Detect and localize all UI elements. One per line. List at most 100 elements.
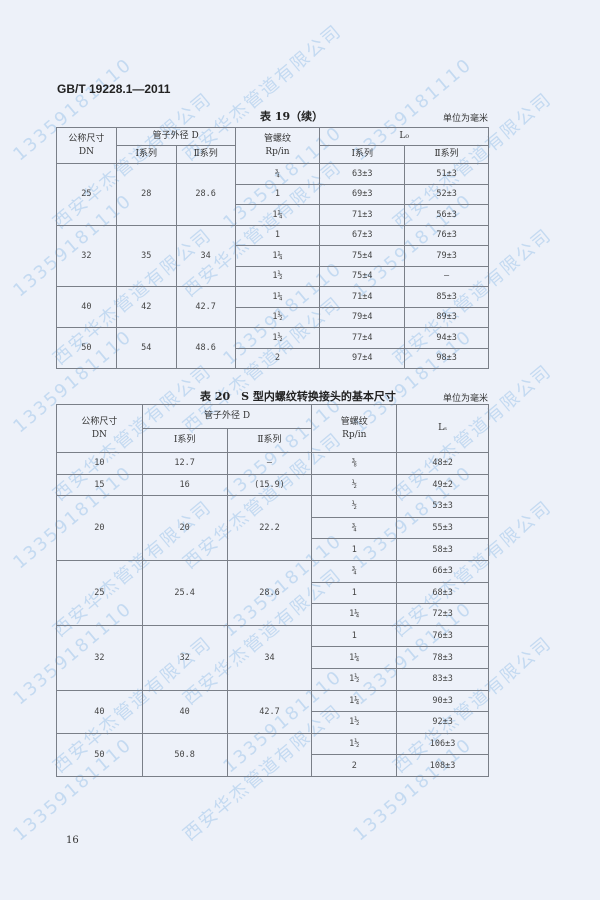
cell-dn: 10 <box>56 452 143 475</box>
table19-title: 表 19（续） <box>260 110 324 123</box>
cell-thread: 1¼ <box>234 245 321 267</box>
cell-length-1: 78±3 <box>396 646 489 669</box>
cell-length-1: 66±3 <box>396 559 489 583</box>
table-row: 15 16 (15.9) ½ 49±2 <box>56 473 489 497</box>
table-row: 20 20 22.2 ½ 53±3 <box>56 495 489 561</box>
cell-length-1: 55±3 <box>396 516 489 540</box>
header-l0-series-2: Ⅱ系列 <box>404 145 489 164</box>
cell-dn: 25 <box>56 559 143 626</box>
header-dn: 公称尺寸 DN <box>56 127 117 164</box>
cell-length-1: 75±4 <box>319 245 406 267</box>
cell-length-2: 98±3 <box>404 347 489 369</box>
cell-dn: 50 <box>56 732 143 777</box>
table-row: 1½ 75±4— <box>57 265 489 287</box>
cell-dn: 40 <box>56 689 143 734</box>
cell-length-1: 69±3 <box>319 183 406 205</box>
header-ls: Lₛ <box>396 404 489 453</box>
cell-length-1: 92±3 <box>396 711 489 734</box>
cell-length-2: 76±3 <box>404 224 489 246</box>
cell-dn: 32 <box>56 624 143 691</box>
cell-length-1: 106±3 <box>396 732 489 756</box>
cell-length-1: 67±3 <box>319 224 406 246</box>
cell-thread: 1 <box>234 224 321 246</box>
table-row: 10 12.7— ⅜ 48±2 <box>56 452 489 475</box>
cell-thread: 1¼ <box>311 689 398 713</box>
cell-diameter-series-1: 25.4 <box>141 559 228 626</box>
header-l0-series-1: Ⅰ系列 <box>319 145 406 164</box>
cell-diameter-series-2: 28.6 <box>226 559 313 626</box>
cell-diameter-series-1: 35 <box>115 224 177 287</box>
cell-length-1: 68±3 <box>396 581 489 605</box>
table-row: 2 108±3 <box>57 754 489 777</box>
cell-diameter-series-1: 28 <box>115 163 177 226</box>
cell-thread: 1 <box>311 538 398 561</box>
cell-length-2: 79±3 <box>404 245 489 267</box>
cell-length-1: 97±4 <box>319 347 406 369</box>
cell-diameter-series-2: 42.7 <box>175 286 236 328</box>
table-row: 32 32 34 1 76±3 <box>56 624 489 691</box>
table19: 公称尺寸 DN 管子外径 D 管螺纹 Rp/in L₀ Ⅰ系列 Ⅱ系列 Ⅰ系列 Ⅱ系… <box>56 127 489 369</box>
cell-diameter-series-1: 20 <box>141 495 228 561</box>
table19-unit: 单位为毫米 <box>442 114 488 124</box>
table-row: 50 54 48.6 1½ 77±4 94±3 <box>56 327 489 369</box>
cell-thread: 2 <box>234 347 321 369</box>
cell-dn: 15 <box>56 473 143 497</box>
table20-unit: 单位为毫米 <box>442 394 488 404</box>
cell-thread: ⅜ <box>311 452 398 475</box>
table-row: 25 28 28.6 ¾ 63±3 51±3 <box>56 163 489 226</box>
cell-thread: 1 <box>311 624 398 648</box>
cell-thread: ¾ <box>311 516 398 540</box>
header-series-2: Ⅱ系列 <box>226 428 313 453</box>
cell-length-2: 85±3 <box>404 286 489 308</box>
cell-length-2: — <box>404 265 489 287</box>
cell-dn: 40 <box>56 286 117 328</box>
cell-diameter-series-1: 32 <box>141 624 228 691</box>
cell-length-1: 108±3 <box>396 754 489 777</box>
header-outer-diameter: 管子外径 D <box>115 127 236 146</box>
header-thread: 管螺纹 Rp/in <box>234 127 321 164</box>
header-series-2: Ⅱ系列 <box>175 145 236 164</box>
table-row: 40 40 42.7 1¼ 90±3 <box>56 689 489 734</box>
table-row: 2 97±4 98±3 <box>57 347 489 369</box>
cell-thread: ¾ <box>234 163 321 185</box>
cell-length-1: 53±3 <box>396 495 489 518</box>
cell-length-2: 56±3 <box>404 204 489 226</box>
cell-length-1: 63±3 <box>319 163 406 185</box>
table-row: 1 68±3 <box>57 581 489 605</box>
table-row: 50 50.8 1½ 106±3 <box>56 732 489 777</box>
cell-diameter-series-1: 40 <box>141 689 228 734</box>
page-number: 16 <box>66 835 79 846</box>
table20: 公称尺寸 DN 管子外径 D 管螺纹 Rp/in Lₛ Ⅰ系列 Ⅱ系列 10 12.7… <box>56 404 489 777</box>
cell-diameter-series-2: — <box>226 452 313 475</box>
header-l0: L₀ <box>319 127 489 146</box>
table-row: 1¼ 75±4 79±3 <box>57 245 489 267</box>
cell-diameter-series-2: 28.6 <box>175 163 236 226</box>
cell-thread: 1¼ <box>234 286 321 308</box>
table-row: 1 58±3 <box>57 538 489 561</box>
cell-diameter-series-1: 16 <box>141 473 228 497</box>
cell-length-1: 48±2 <box>396 452 489 475</box>
cell-dn: 20 <box>56 495 143 561</box>
cell-length-2: 89±3 <box>404 306 489 328</box>
cell-dn: 25 <box>56 163 117 226</box>
cell-length-1: 76±3 <box>396 624 489 648</box>
cell-diameter-series-2: (15.9) <box>226 473 313 497</box>
cell-thread: 1½ <box>311 732 398 756</box>
header-thread: 管螺纹 Rp/in <box>311 404 398 453</box>
cell-dn: 32 <box>56 224 117 287</box>
cell-length-1: 83±3 <box>396 667 489 691</box>
cell-thread: 1 <box>311 581 398 605</box>
header-outer-diameter: 管子外径 D <box>141 404 313 429</box>
cell-thread: 1½ <box>234 306 321 328</box>
cell-length-2: 94±3 <box>404 327 489 349</box>
cell-length-1: 77±4 <box>319 327 406 349</box>
cell-diameter-series-2: 22.2 <box>226 495 313 561</box>
table-row: 1½ 83±3 <box>57 667 489 691</box>
cell-thread: ¾ <box>311 559 398 583</box>
cell-thread: 1 <box>234 183 321 205</box>
cell-thread: 1¼ <box>311 603 398 626</box>
table-row: 40 42 42.7 1¼ 71±4 85±3 <box>56 286 489 328</box>
cell-length-1: 71±3 <box>319 204 406 226</box>
cell-thread: 2 <box>311 754 398 777</box>
cell-diameter-series-2 <box>226 732 313 777</box>
